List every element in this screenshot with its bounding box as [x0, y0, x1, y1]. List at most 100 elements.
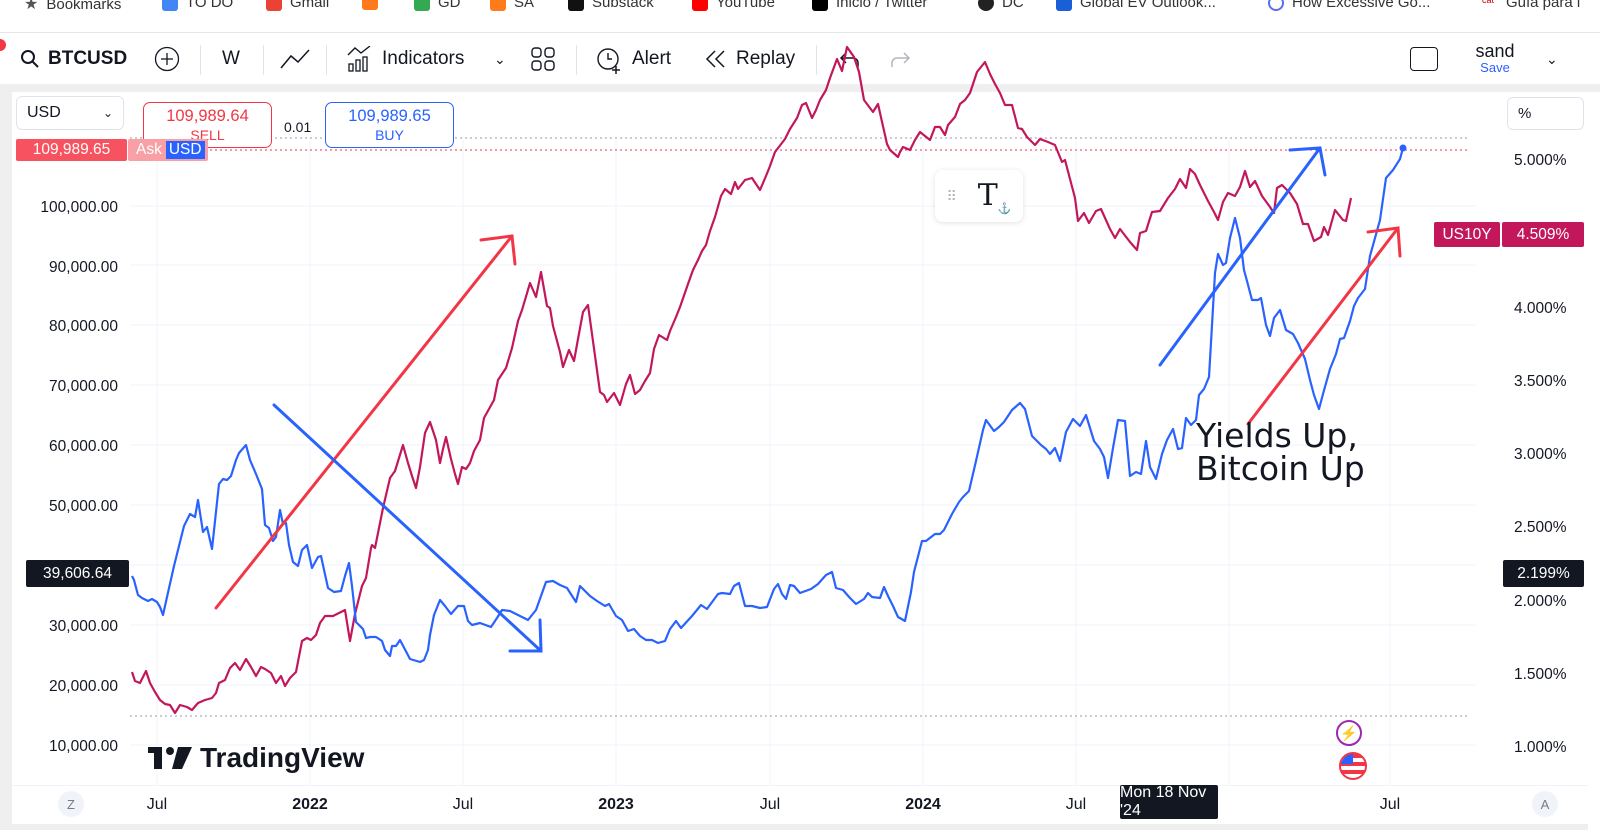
chart-type-button[interactable] [280, 33, 310, 85]
us-flag-event-icon[interactable] [1339, 752, 1367, 780]
y-right-tick: 2.500% [1514, 519, 1567, 536]
y-left-tick: 20,000.00 [49, 678, 118, 695]
indicators-icon [347, 46, 371, 72]
blue-arrow-2022 [272, 403, 543, 653]
templates-button[interactable] [531, 33, 555, 85]
anchored-text-icon[interactable]: T⚓ [977, 177, 1012, 215]
save-button[interactable]: Save [1480, 60, 1510, 75]
text-tool-floating-toolbar[interactable]: ⠿ T⚓ [935, 170, 1023, 222]
layout-name-button[interactable]: sand Save [1470, 41, 1520, 75]
bookmark-gmail[interactable]: Gmail [266, 0, 329, 11]
x-tick: Jul [1379, 796, 1401, 813]
bookmark-dc[interactable]: DC [978, 0, 1024, 11]
time-scale-border [12, 785, 1588, 786]
bottom-panel-edge [12, 824, 1588, 830]
layout-name: sand [1475, 41, 1515, 61]
square-icon [1410, 47, 1438, 71]
x-icon [812, 0, 828, 11]
y-left-tick: 80,000.00 [49, 318, 118, 335]
line-chart-icon [280, 49, 310, 69]
toolbar-divider [263, 45, 264, 75]
btc-last-point [1399, 144, 1407, 152]
crosshair-right-value: 2.199% [1503, 560, 1584, 587]
x-tick: 2024 [905, 796, 941, 813]
search-icon [21, 50, 39, 68]
grid-lines [130, 140, 1475, 785]
toolbar-divider [326, 45, 327, 75]
chart-annotation-text[interactable]: Yields Up, Bitcoin Up [1196, 416, 1365, 488]
indicators-button[interactable]: Indicators [346, 33, 464, 85]
y-right-tick: 5.000% [1514, 152, 1567, 169]
tradingview-logo: TradingView [148, 742, 364, 774]
bookmark-substack[interactable]: Substack [568, 0, 654, 11]
compare-symbol-button[interactable] [154, 33, 180, 85]
docs-icon [162, 0, 178, 11]
alert-button[interactable]: Alert [594, 33, 671, 85]
bookmark-youtube[interactable]: YouTube [692, 0, 775, 11]
layout-dropdown-button[interactable]: ⌄ [1546, 33, 1558, 85]
y-right-tick: 3.500% [1514, 373, 1567, 390]
substack-icon [568, 0, 584, 11]
bookmark-iea[interactable]: Global EV Outlook... [1056, 0, 1216, 11]
bookmark-alpha[interactable] [362, 0, 378, 10]
y-right-tick: 2.000% [1514, 593, 1567, 610]
us10y-symbol-badge: US10Y [1434, 222, 1500, 247]
y-left-tick: 50,000.00 [49, 498, 118, 515]
bookmark-how-excessive[interactable]: How Excessive Go... [1268, 0, 1430, 11]
scale-unit-button[interactable]: % [1507, 97, 1584, 130]
toolbar-divider [200, 45, 201, 75]
tradingview-logo-icon [148, 747, 192, 769]
bookmark-gd[interactable]: GD [414, 0, 461, 11]
bookmark-todo[interactable]: TO DO [162, 0, 233, 11]
toolbar-separator [0, 84, 1600, 92]
bookmarks-bar: ★ Bookmarks TO DO Gmail GD SA Substack Yo… [0, 0, 1600, 14]
buy-button[interactable]: 109,989.65 BUY [325, 102, 454, 148]
bookmark-sa[interactable]: SA [490, 0, 534, 11]
x-tick: 2023 [598, 796, 634, 813]
bookmark-guia[interactable]: catGuía para l [1482, 0, 1580, 11]
indicators-dropdown-button[interactable]: ⌄ [494, 33, 506, 85]
rewind-icon [705, 50, 725, 68]
chart-pane[interactable] [12, 92, 1600, 830]
btc-line [131, 147, 1405, 664]
y-left-tick: 100,000.00 [40, 199, 118, 216]
blue-arrow-2024 [1158, 146, 1327, 367]
y-right-tick: 1.000% [1514, 739, 1567, 756]
drag-handle-icon[interactable]: ⠿ [946, 187, 957, 204]
auto-scale-button[interactable]: A [1532, 791, 1558, 817]
interval-button[interactable]: W [222, 48, 240, 69]
zoom-reset-button[interactable]: Z [58, 791, 84, 817]
drive-icon [414, 0, 430, 11]
star-icon: ★ [24, 0, 39, 13]
y-left-tick: 90,000.00 [49, 259, 118, 276]
alarm-clock-icon [597, 48, 620, 74]
crosshair-left-value: 39,606.64 [26, 560, 129, 587]
y-left-tick: 60,000.00 [49, 438, 118, 455]
ai-insight-icon[interactable]: ⚡ [1336, 720, 1362, 746]
iea-icon [1056, 0, 1072, 11]
grid-icon [531, 47, 555, 71]
toolbar-divider [816, 45, 817, 75]
bookmark-bookmarks[interactable]: ★ Bookmarks [24, 0, 121, 14]
symbol-search-button[interactable]: BTCUSD [20, 33, 127, 85]
bookmark-twitter[interactable]: Inicio / Twitter [812, 0, 927, 11]
crosshair-time-label: Mon 18 Nov '24 [1120, 784, 1218, 819]
fullscreen-button[interactable] [1410, 33, 1438, 85]
currency-select[interactable]: USD ⌄ [16, 96, 124, 130]
cat-icon: cat [1482, 0, 1498, 11]
x-tick: 2022 [292, 796, 328, 813]
ask-price-badge: 109,989.65 [16, 139, 127, 161]
plus-circle-icon [154, 46, 180, 72]
chart-toolbar: BTCUSD W Indicators ⌄ Alert Replay sand … [0, 32, 1600, 84]
notification-dot [0, 39, 6, 51]
replay-button[interactable]: Replay [704, 33, 795, 85]
y-right-tick: 4.000% [1514, 300, 1567, 317]
chevron-down-icon: ⌄ [494, 50, 506, 67]
loading-icon [1268, 0, 1284, 11]
red-arrow-2021 [214, 234, 517, 610]
chevron-down-icon: ⌄ [1546, 50, 1558, 67]
redo-button[interactable] [888, 33, 912, 85]
y-right-tick: 1.500% [1514, 666, 1567, 683]
redo-icon [891, 52, 911, 67]
